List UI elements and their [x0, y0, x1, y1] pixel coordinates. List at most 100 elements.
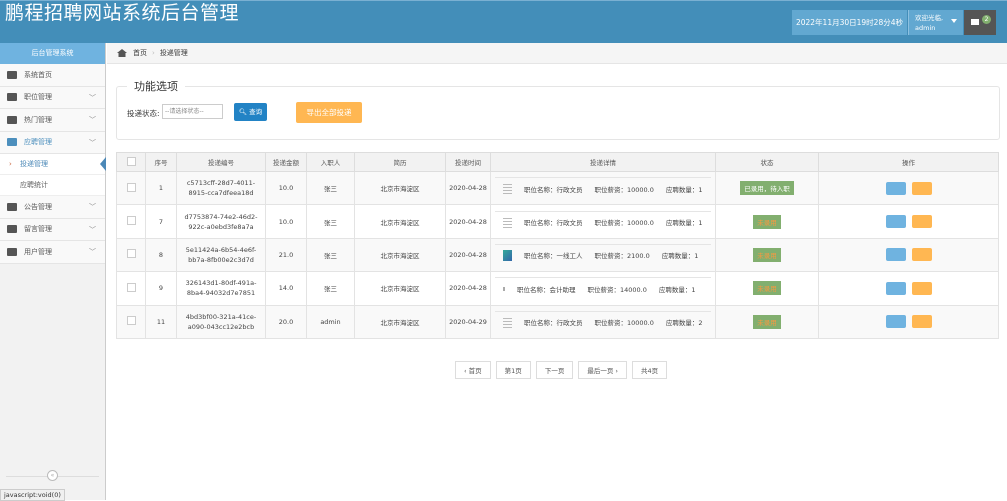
view-button[interactable] [885, 248, 906, 262]
view-button[interactable] [885, 315, 906, 329]
cell-code: 5e11424a-6b54-4e6f-bb7a-8fb00e2c3d7d [176, 237, 266, 273]
job-salary: 职位薪资：10000.0 [594, 185, 654, 194]
cell-status: 未录用 [715, 237, 819, 273]
next-page-button[interactable]: 下一页 [535, 361, 574, 379]
bullet-icon: › [9, 160, 12, 168]
job-name: 职位名称：行政文员 [524, 185, 583, 194]
job-name: 职位名称：行政文员 [524, 219, 583, 228]
status-badge: 已录用，待入职 [740, 181, 794, 196]
status-badge: 未录用 [753, 281, 781, 296]
job-thumbnail-icon [503, 316, 512, 328]
table-row: 8 5e11424a-6b54-4e6f-bb7a-8fb00e2c3d7d 2… [116, 237, 999, 273]
sidebar-subitem-statistics[interactable]: 应聘统计 [0, 175, 105, 196]
collapse-sidebar-button[interactable]: « [47, 470, 58, 481]
picture-icon [7, 202, 17, 211]
first-page-button[interactable]: ‹ 首页 [455, 361, 491, 379]
column-header: 投递金额 [265, 152, 307, 172]
delete-button[interactable] [911, 181, 932, 195]
cell-no: 1 [145, 170, 177, 206]
welcome-text: 欢迎光临, [915, 14, 944, 22]
sidebar-item-label: 投递管理 [20, 160, 48, 168]
last-page-button[interactable]: 最后一页 › [578, 361, 627, 379]
sidebar-item-jobs[interactable]: 职位管理 ﹀ [0, 86, 105, 109]
user-menu[interactable]: 欢迎光临, admin [908, 10, 963, 35]
cell-status: 未录用 [715, 204, 819, 239]
pagination: ‹ 首页 第1页 下一页 最后一页 › 共4页 [455, 361, 668, 379]
cell-no: 11 [145, 304, 177, 339]
cell-actions [818, 204, 999, 239]
job-thumbnail-icon [503, 216, 512, 228]
status-badge: 未录用 [753, 314, 781, 329]
status-select[interactable]: --请选择状态-- [162, 104, 223, 119]
cell-actions [818, 237, 999, 273]
select-all-checkbox[interactable] [126, 156, 136, 166]
sidebar-subitem-delivery[interactable]: › 投递管理 [0, 154, 106, 175]
cell-time: 2020-04-28 [445, 237, 491, 273]
cell-time: 2020-04-28 [445, 170, 491, 206]
row-checkbox[interactable] [126, 316, 136, 326]
cell-no: 7 [145, 204, 177, 239]
job-count: 应聘数量：2 [665, 319, 703, 328]
breadcrumb-home[interactable]: 首页 [133, 49, 147, 57]
chevron-down-icon: ﹀ [89, 248, 96, 256]
messages-button[interactable]: 2 [964, 10, 996, 35]
filter-panel: 功能选项 投递状态: --请选择状态-- 🔍︎ 查询 导出全部投递 [116, 78, 1000, 140]
job-count: 应聘数量：1 [661, 252, 699, 261]
cell-resume: 北京市海淀区 [354, 170, 446, 206]
job-detail: 职位名称：行政文员 职位薪资：10000.0 应聘数量：2 [495, 310, 711, 333]
job-detail: 职位名称：会计助理 职位薪资：14000.0 应聘数量：1 [495, 277, 711, 299]
export-button[interactable]: 导出全部投递 [296, 102, 362, 123]
job-count: 应聘数量：1 [665, 219, 703, 228]
job-salary: 职位薪资：10000.0 [594, 219, 654, 228]
column-header: 投递详情 [490, 152, 716, 172]
column-header: 简历 [354, 152, 446, 172]
job-thumbnail-icon [503, 249, 512, 261]
cell-person: 张三 [306, 271, 355, 306]
sidebar-item-label: 公告管理 [24, 202, 52, 211]
row-checkbox[interactable] [126, 182, 136, 192]
cell-detail: 职位名称：会计助理 职位薪资：14000.0 应聘数量：1 [490, 271, 716, 306]
job-salary: 职位薪资：2100.0 [594, 252, 650, 261]
view-button[interactable] [885, 215, 906, 229]
row-select-cell [116, 304, 146, 339]
delete-button[interactable] [911, 281, 932, 295]
column-header: 操作 [818, 152, 999, 172]
cell-amount: 10.0 [265, 170, 307, 206]
sidebar-item-messages[interactable]: 留言管理 ﹀ [0, 218, 105, 241]
sidebar-item-applications[interactable]: 应聘管理 ﹀ [0, 131, 105, 154]
chevron-down-icon: ﹀ [89, 203, 96, 211]
delete-button[interactable] [911, 215, 932, 229]
sidebar-item-hot[interactable]: 热门管理 ﹀ [0, 109, 105, 132]
job-name: 职位名称：行政文员 [524, 319, 583, 328]
sidebar-item-home[interactable]: 系统首页 [0, 64, 105, 87]
row-checkbox[interactable] [126, 216, 136, 226]
view-button[interactable] [885, 281, 906, 295]
cell-person: admin [306, 304, 355, 339]
sidebar-item-notices[interactable]: 公告管理 ﹀ [0, 196, 105, 219]
table-row: 1 c5713cff-28d7-4011-8915-cca7dfeea18d 1… [116, 170, 999, 206]
delete-button[interactable] [911, 315, 932, 329]
column-header: 状态 [715, 152, 819, 172]
column-header: 投递时间 [445, 152, 491, 172]
job-thumbnail-icon [503, 183, 512, 195]
cell-code: d7753874-74e2-46d2-922c-a0ebd3fe8a7a [176, 204, 266, 239]
delete-button[interactable] [911, 248, 932, 262]
cell-status: 已录用，待入职 [715, 170, 819, 206]
cell-time: 2020-04-28 [445, 204, 491, 239]
row-checkbox[interactable] [126, 249, 136, 259]
sidebar-item-label: 用户管理 [24, 247, 52, 256]
status-label: 投递状态: [127, 109, 160, 118]
sidebar-item-users[interactable]: 用户管理 ﹀ [0, 241, 105, 264]
cell-time: 2020-04-29 [445, 304, 491, 339]
table-row: 9 326143d1-80df-491a-8ba4-94032d7e7851 1… [116, 271, 999, 306]
app-title: 鹏程招聘网站系统后台管理 [5, 2, 240, 24]
row-select-cell [116, 204, 146, 239]
cell-actions [818, 304, 999, 339]
job-name: 职位名称：一线工人 [524, 252, 583, 261]
cell-amount: 14.0 [265, 271, 307, 306]
view-button[interactable] [885, 181, 906, 195]
sidebar-title: 后台管理系统 [0, 43, 105, 64]
row-checkbox[interactable] [126, 282, 136, 292]
query-button[interactable]: 🔍︎ 查询 [234, 103, 267, 121]
select-all-header [116, 152, 146, 172]
